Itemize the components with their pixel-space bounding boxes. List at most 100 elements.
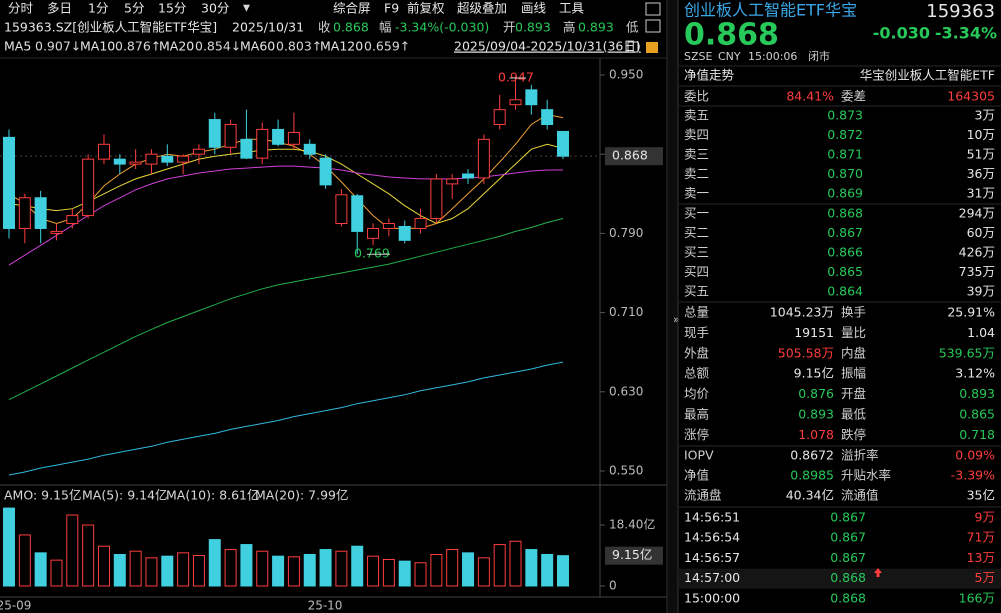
market-meta: CNY bbox=[718, 50, 741, 63]
stat-label: 涨停 bbox=[684, 427, 709, 442]
toolbar-button[interactable]: 15分 bbox=[158, 1, 186, 16]
volume-bar bbox=[303, 554, 316, 587]
candle-body bbox=[493, 109, 506, 126]
date-range[interactable]: 2025/09/04-2025/10/31(36日) bbox=[454, 39, 641, 54]
candle-body bbox=[240, 138, 253, 159]
volume-bar bbox=[3, 507, 15, 587]
stat-label: 开盘 bbox=[841, 386, 866, 401]
trade-price: 0.867 bbox=[830, 550, 866, 565]
candle-body bbox=[303, 143, 316, 155]
candle-body bbox=[430, 178, 443, 220]
candle-body bbox=[256, 128, 269, 159]
info-high-label: 高 bbox=[563, 20, 576, 35]
trade-volume: 5万 bbox=[975, 570, 995, 585]
stat-value: 19151 bbox=[794, 325, 834, 340]
stat-value: 40.34亿 bbox=[786, 488, 834, 503]
ma-line bbox=[8, 361, 564, 476]
order-price: 0.869 bbox=[827, 186, 863, 201]
icon[interactable] bbox=[646, 42, 658, 53]
ma-line bbox=[8, 218, 564, 401]
order-volume: 31万 bbox=[967, 186, 995, 201]
toolbar-button[interactable]: 分时 bbox=[8, 1, 34, 16]
volume-bar bbox=[525, 549, 538, 587]
order-label: 卖四 bbox=[684, 127, 709, 142]
candle-body bbox=[18, 197, 31, 229]
volume-bar bbox=[414, 562, 427, 587]
info-high: 0.893 bbox=[578, 20, 614, 35]
ma-line bbox=[8, 143, 564, 225]
ma-line bbox=[8, 114, 564, 229]
legend-value: 0.659↑ bbox=[364, 39, 410, 54]
order-price: 0.864 bbox=[827, 284, 863, 299]
toolbar-button[interactable]: 1分 bbox=[88, 1, 108, 16]
splitter[interactable] bbox=[668, 0, 678, 613]
volume-bar bbox=[66, 514, 79, 587]
order-price: 0.868 bbox=[827, 206, 863, 221]
trade-price: 0.867 bbox=[830, 510, 866, 525]
stat-label: 总额 bbox=[684, 366, 710, 381]
volume-bar bbox=[224, 549, 237, 587]
volume-bar bbox=[145, 557, 158, 587]
order-volume: 10万 bbox=[967, 127, 995, 142]
volume-bar bbox=[430, 554, 443, 587]
order-volume: 735万 bbox=[959, 264, 995, 279]
icon[interactable] bbox=[627, 41, 639, 53]
y-tick-label: 0.710 bbox=[609, 305, 643, 319]
info-low-label: 低 bbox=[626, 20, 639, 35]
icon[interactable] bbox=[645, 19, 661, 33]
toolbar-button[interactable]: 5分 bbox=[124, 1, 144, 16]
toolbar-button[interactable]: 综合屏 bbox=[333, 1, 371, 16]
y-tick-label: 0.790 bbox=[609, 226, 643, 240]
order-price: 0.870 bbox=[827, 166, 863, 181]
toolbar-button[interactable]: 超级叠加 bbox=[457, 1, 507, 16]
candle-body bbox=[129, 161, 142, 165]
collapse-icon[interactable]: » bbox=[673, 313, 680, 326]
change: -0.030 bbox=[873, 24, 930, 43]
info-date: 2025/10/31 bbox=[232, 20, 304, 35]
toolbar-button[interactable]: 画线 bbox=[521, 1, 547, 16]
volume-bar bbox=[541, 554, 554, 587]
volume-bar bbox=[509, 540, 522, 587]
fund-code: 159363 bbox=[926, 1, 995, 22]
order-label: 买二 bbox=[684, 225, 709, 240]
stat-value: 3.12% bbox=[955, 366, 995, 381]
candle-body bbox=[50, 230, 63, 234]
ratio-cell: 委比 bbox=[684, 89, 709, 104]
stat-label: 换手 bbox=[841, 305, 866, 320]
toolbar-button[interactable]: 前复权 bbox=[407, 1, 445, 16]
order-volume: 39万 bbox=[967, 284, 995, 299]
nav-fund: 华宝创业板人工智能ETF bbox=[860, 68, 995, 83]
toolbar-button[interactable]: F9 bbox=[384, 1, 399, 16]
trade-time: 15:00:00 bbox=[684, 590, 740, 605]
trade-volume: 13万 bbox=[967, 550, 995, 565]
candle-body bbox=[192, 148, 205, 155]
toolbar-button[interactable]: 工具 bbox=[559, 1, 585, 16]
up-arrow bbox=[874, 568, 882, 577]
icon[interactable] bbox=[645, 2, 661, 16]
nav-title[interactable]: 净值走势 bbox=[684, 68, 735, 83]
volume-bar bbox=[319, 549, 332, 587]
toolbar-button[interactable]: 多日 bbox=[47, 1, 72, 16]
highlight-row bbox=[679, 568, 1001, 589]
order-volume: 3万 bbox=[975, 108, 995, 123]
volume-bar bbox=[351, 545, 364, 587]
price-tag bbox=[605, 147, 663, 166]
volume-bar bbox=[462, 552, 475, 587]
last-price: 0.868 bbox=[684, 18, 779, 53]
stat-label: 最高 bbox=[684, 407, 709, 422]
order-price: 0.873 bbox=[827, 108, 863, 123]
stat-label: 净值 bbox=[684, 468, 709, 483]
toolbar-button[interactable]: 30分 bbox=[201, 1, 229, 16]
stat-value: 0.8672 bbox=[790, 448, 834, 463]
stat-label: 流通值 bbox=[841, 488, 879, 503]
stat-value: 0.8985 bbox=[790, 468, 834, 483]
dropdown-icon[interactable]: ▼ bbox=[243, 4, 250, 14]
stat-label: 现手 bbox=[684, 325, 709, 340]
stat-label: 升贴水率 bbox=[841, 468, 891, 483]
volume-bar bbox=[192, 555, 205, 587]
order-price: 0.865 bbox=[827, 264, 863, 279]
volume-bar bbox=[177, 552, 190, 587]
volume-bar bbox=[97, 545, 110, 587]
ratio-cell: 164305 bbox=[947, 89, 995, 104]
volume-bar bbox=[335, 550, 348, 587]
